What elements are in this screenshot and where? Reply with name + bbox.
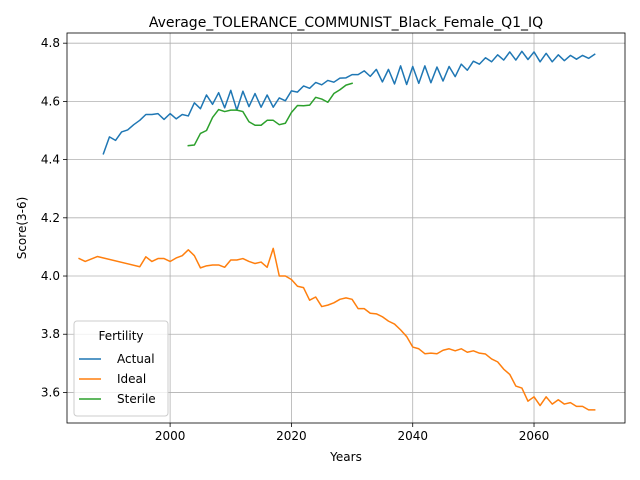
y-tick-label: 4.6 <box>41 94 60 108</box>
y-tick-label: 4.2 <box>41 211 60 225</box>
y-tick-label: 4.0 <box>41 269 60 283</box>
legend-box <box>73 320 169 417</box>
y-tick-label: 3.6 <box>41 385 60 399</box>
grid <box>67 33 625 423</box>
series-line-sterile <box>187 82 353 147</box>
x-tick-label: 2000 <box>155 429 186 443</box>
series-line-actual <box>102 50 596 155</box>
y-axis-label: Score(3-6) <box>15 197 29 260</box>
legend-label-actual: Actual <box>117 352 155 366</box>
series-line-ideal <box>78 247 596 411</box>
legend-items: Actual Ideal Sterile <box>79 352 156 406</box>
x-tick-label: 2020 <box>276 429 307 443</box>
legend-label-sterile: Sterile <box>117 392 156 406</box>
plot-frame <box>66 32 626 424</box>
legend-label-ideal: Ideal <box>117 372 146 386</box>
y-tick-label: 4.8 <box>41 36 60 50</box>
y-tick-label: 3.8 <box>41 327 60 341</box>
legend: Fertility Actual Ideal Sterile <box>73 320 169 417</box>
x-tick-label: 2040 <box>397 429 428 443</box>
legend-title: Fertility <box>98 329 143 343</box>
y-tick-label: 4.4 <box>41 153 60 167</box>
axis-ticks: 2000 2020 2040 2060 3.6 3.8 4.0 4.2 4.4 4.6 4.8 <box>41 36 549 443</box>
series-lines <box>78 50 596 411</box>
x-tick-label: 2060 <box>519 429 550 443</box>
x-axis-label: Years <box>329 450 362 464</box>
chart-title: Average_TOLERANCE_COMMUNIST_Black_Female… <box>149 15 543 31</box>
